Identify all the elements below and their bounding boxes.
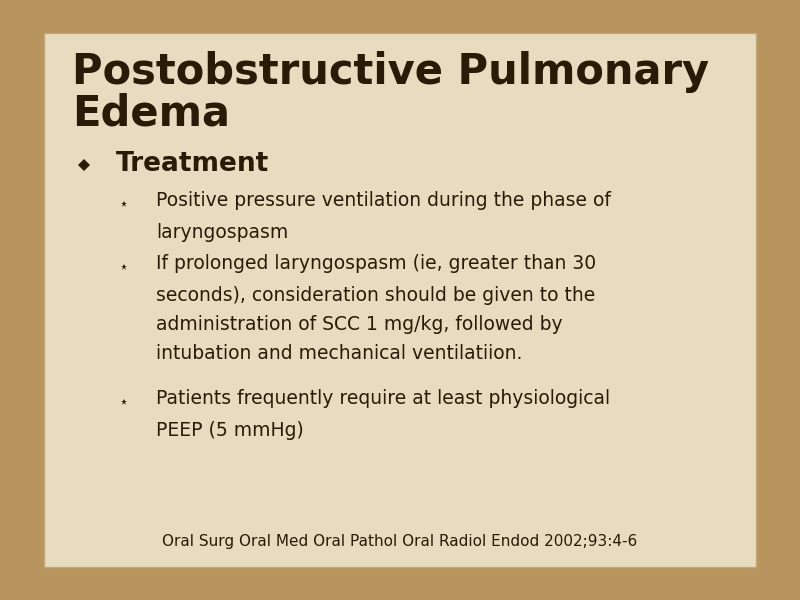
Text: PEEP (5 mmHg): PEEP (5 mmHg) [156,421,304,440]
Text: administration of SCC 1 mg/kg, followed by: administration of SCC 1 mg/kg, followed … [156,315,562,334]
Text: Positive pressure ventilation during the phase of: Positive pressure ventilation during the… [156,191,611,211]
Text: laryngospasm: laryngospasm [156,223,288,242]
Text: Patients frequently require at least physiological: Patients frequently require at least phy… [156,389,610,409]
Text: Edema: Edema [72,93,230,135]
Text: Oral Surg Oral Med Oral Pathol Oral Radiol Endod 2002;93:4-6: Oral Surg Oral Med Oral Pathol Oral Radi… [162,534,638,548]
Text: Treatment: Treatment [116,151,270,178]
Text: If prolonged laryngospasm (ie, greater than 30: If prolonged laryngospasm (ie, greater t… [156,254,596,274]
Text: Postobstructive Pulmonary: Postobstructive Pulmonary [72,51,709,93]
Text: intubation and mechanical ventilatiion.: intubation and mechanical ventilatiion. [156,344,522,363]
Text: seconds), consideration should be given to the: seconds), consideration should be given … [156,286,595,305]
FancyBboxPatch shape [44,33,756,567]
